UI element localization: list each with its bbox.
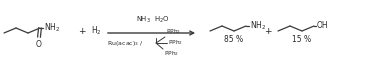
Text: 85 %: 85 % [225,36,243,44]
Text: +: + [264,27,272,36]
Text: NH$_2$: NH$_2$ [43,21,60,34]
Text: O: O [36,40,42,49]
Text: Ru(acac)$_3$ /: Ru(acac)$_3$ / [107,39,144,48]
Text: H$_2$: H$_2$ [91,25,102,37]
Text: PPh$_2$: PPh$_2$ [167,39,183,47]
Text: +: + [78,27,86,36]
Text: OH: OH [316,21,328,30]
Text: 15 %: 15 % [293,36,311,44]
Text: PPh$_2$: PPh$_2$ [166,28,181,36]
Text: PPh$_2$: PPh$_2$ [164,50,178,58]
Text: H$_2$O: H$_2$O [153,15,169,25]
Text: NH$_3$: NH$_3$ [136,15,151,25]
Text: NH$_2$: NH$_2$ [249,19,266,32]
